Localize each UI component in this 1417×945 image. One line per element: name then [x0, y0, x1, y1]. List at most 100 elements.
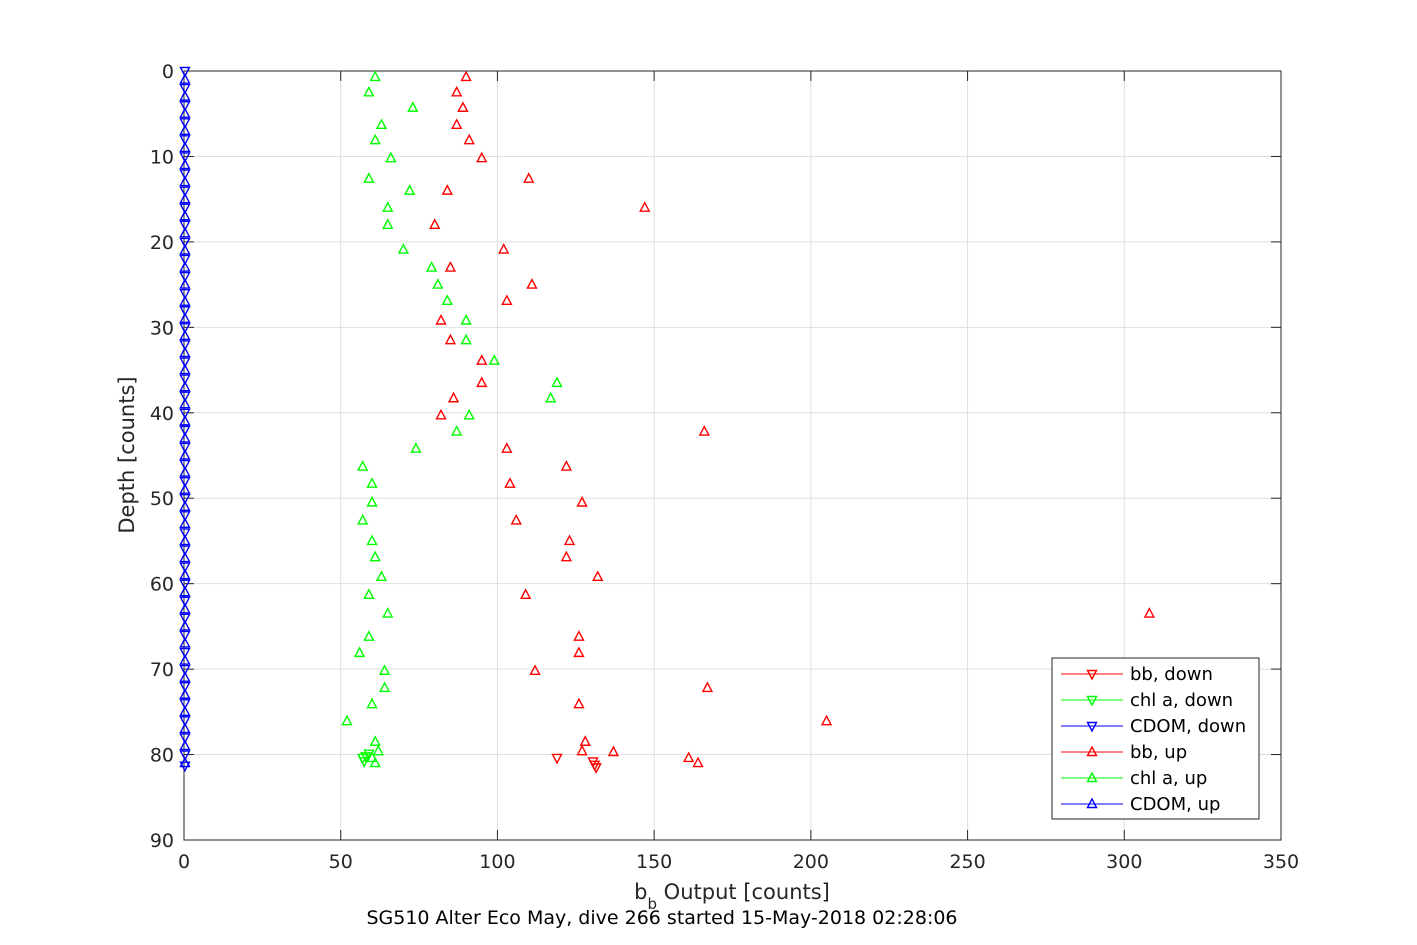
- data-point: [529, 664, 541, 676]
- y-tick-label: 50: [150, 488, 174, 510]
- data-point: [447, 391, 460, 403]
- data-point: [407, 101, 419, 112]
- data-point: [179, 671, 191, 682]
- data-point: [451, 118, 463, 130]
- data-point: [179, 397, 191, 409]
- legend-marker: [1086, 745, 1098, 757]
- data-points: [179, 66, 1156, 774]
- data-point: [639, 201, 651, 212]
- data-point: [179, 459, 191, 471]
- data-point: [179, 517, 191, 529]
- data-point: [457, 101, 469, 112]
- x-tick-label: 100: [479, 851, 515, 873]
- legend-marker: [1086, 797, 1098, 809]
- data-point: [488, 354, 500, 365]
- data-point: [682, 751, 695, 763]
- data-point: [369, 133, 381, 145]
- x-tick-label: 200: [793, 851, 829, 873]
- data-point: [476, 354, 488, 365]
- legend-box: [1051, 657, 1260, 820]
- data-point: [560, 460, 573, 471]
- data-point: [179, 528, 191, 539]
- data-point: [179, 254, 191, 266]
- data-point: [356, 460, 369, 471]
- data-point: [179, 237, 191, 249]
- x-tick-label: 250: [949, 851, 985, 873]
- data-point: [1143, 607, 1156, 618]
- series-cdom-up: [179, 73, 191, 768]
- data-point: [179, 186, 191, 198]
- data-point: [441, 294, 453, 306]
- y-tick-label: 40: [150, 403, 174, 425]
- y-tick-label: 90: [150, 830, 174, 852]
- y-tick-labels: 0 10 20 30 40 50 60 70 80 90: [150, 61, 174, 852]
- series-bb-down: [551, 753, 602, 774]
- data-point: [179, 613, 191, 625]
- data-point: [179, 466, 191, 477]
- data-point: [820, 714, 833, 726]
- data-point: [432, 278, 444, 289]
- data-point: [435, 314, 447, 325]
- data-point: [375, 570, 388, 582]
- legend-label: CDOM, up: [1130, 794, 1220, 815]
- data-point: [397, 243, 410, 254]
- data-point: [375, 118, 388, 130]
- data-point: [179, 278, 191, 289]
- data-point: [179, 118, 191, 129]
- data-point: [463, 133, 475, 145]
- data-point: [179, 175, 191, 187]
- data-point: [366, 697, 378, 709]
- data-point: [179, 288, 191, 300]
- y-tick-label: 60: [150, 574, 174, 596]
- data-point: [179, 357, 191, 369]
- data-point: [576, 744, 588, 756]
- data-point: [179, 73, 191, 84]
- data-point: [501, 442, 513, 453]
- series-cdom-down: [179, 66, 191, 773]
- legend: bb, down chl a, down CDOM, down bb, up chl a…: [1051, 657, 1260, 820]
- series-chl-a-up: [341, 70, 563, 768]
- data-point: [179, 374, 191, 386]
- x-tick-label: 300: [1106, 851, 1142, 873]
- data-point: [179, 630, 191, 642]
- data-point: [504, 477, 516, 488]
- legend-label: bb, down: [1130, 664, 1213, 685]
- data-point: [366, 495, 378, 507]
- data-point: [179, 203, 191, 215]
- data-point: [179, 329, 191, 341]
- data-point: [363, 588, 375, 599]
- legend-marker: [1086, 721, 1098, 733]
- y-tick-label: 80: [150, 745, 174, 767]
- data-point: [179, 323, 191, 334]
- x-tick-labels: 0 50 100 150 200 250 300 350: [178, 851, 1299, 873]
- legend-label: chl a, up: [1130, 768, 1207, 789]
- data-point: [179, 261, 191, 272]
- data-point: [560, 550, 573, 562]
- data-point: [460, 333, 472, 345]
- data-point: [476, 376, 488, 388]
- data-point: [179, 562, 191, 574]
- data-point: [523, 172, 535, 183]
- data-point: [444, 333, 457, 345]
- data-point: [179, 295, 191, 306]
- data-point: [460, 70, 472, 82]
- data-point: [179, 739, 191, 751]
- data-point: [179, 716, 191, 727]
- data-point: [701, 681, 714, 693]
- data-point: [179, 500, 191, 511]
- data-point: [378, 681, 391, 693]
- data-point: [179, 585, 191, 597]
- data-point: [573, 630, 585, 641]
- data-point: [179, 346, 191, 358]
- data-point: [179, 705, 191, 717]
- data-point: [179, 602, 191, 614]
- data-point: [179, 545, 191, 556]
- data-point: [441, 184, 453, 195]
- data-point: [179, 511, 191, 522]
- data-point: [179, 596, 191, 608]
- data-point: [366, 751, 378, 763]
- data-point: [179, 141, 191, 153]
- data-point: [385, 151, 397, 163]
- legend-label: bb, up: [1130, 742, 1187, 763]
